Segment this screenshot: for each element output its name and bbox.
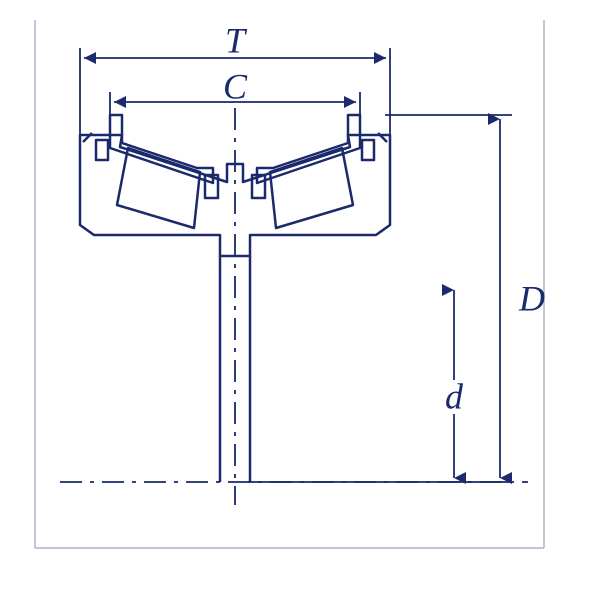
label-T: T	[225, 20, 248, 60]
label-C: C	[223, 66, 248, 106]
label-D: D	[518, 278, 545, 318]
bearing-cross-section-diagram: T C D d	[0, 0, 600, 600]
label-d: d	[445, 376, 464, 416]
